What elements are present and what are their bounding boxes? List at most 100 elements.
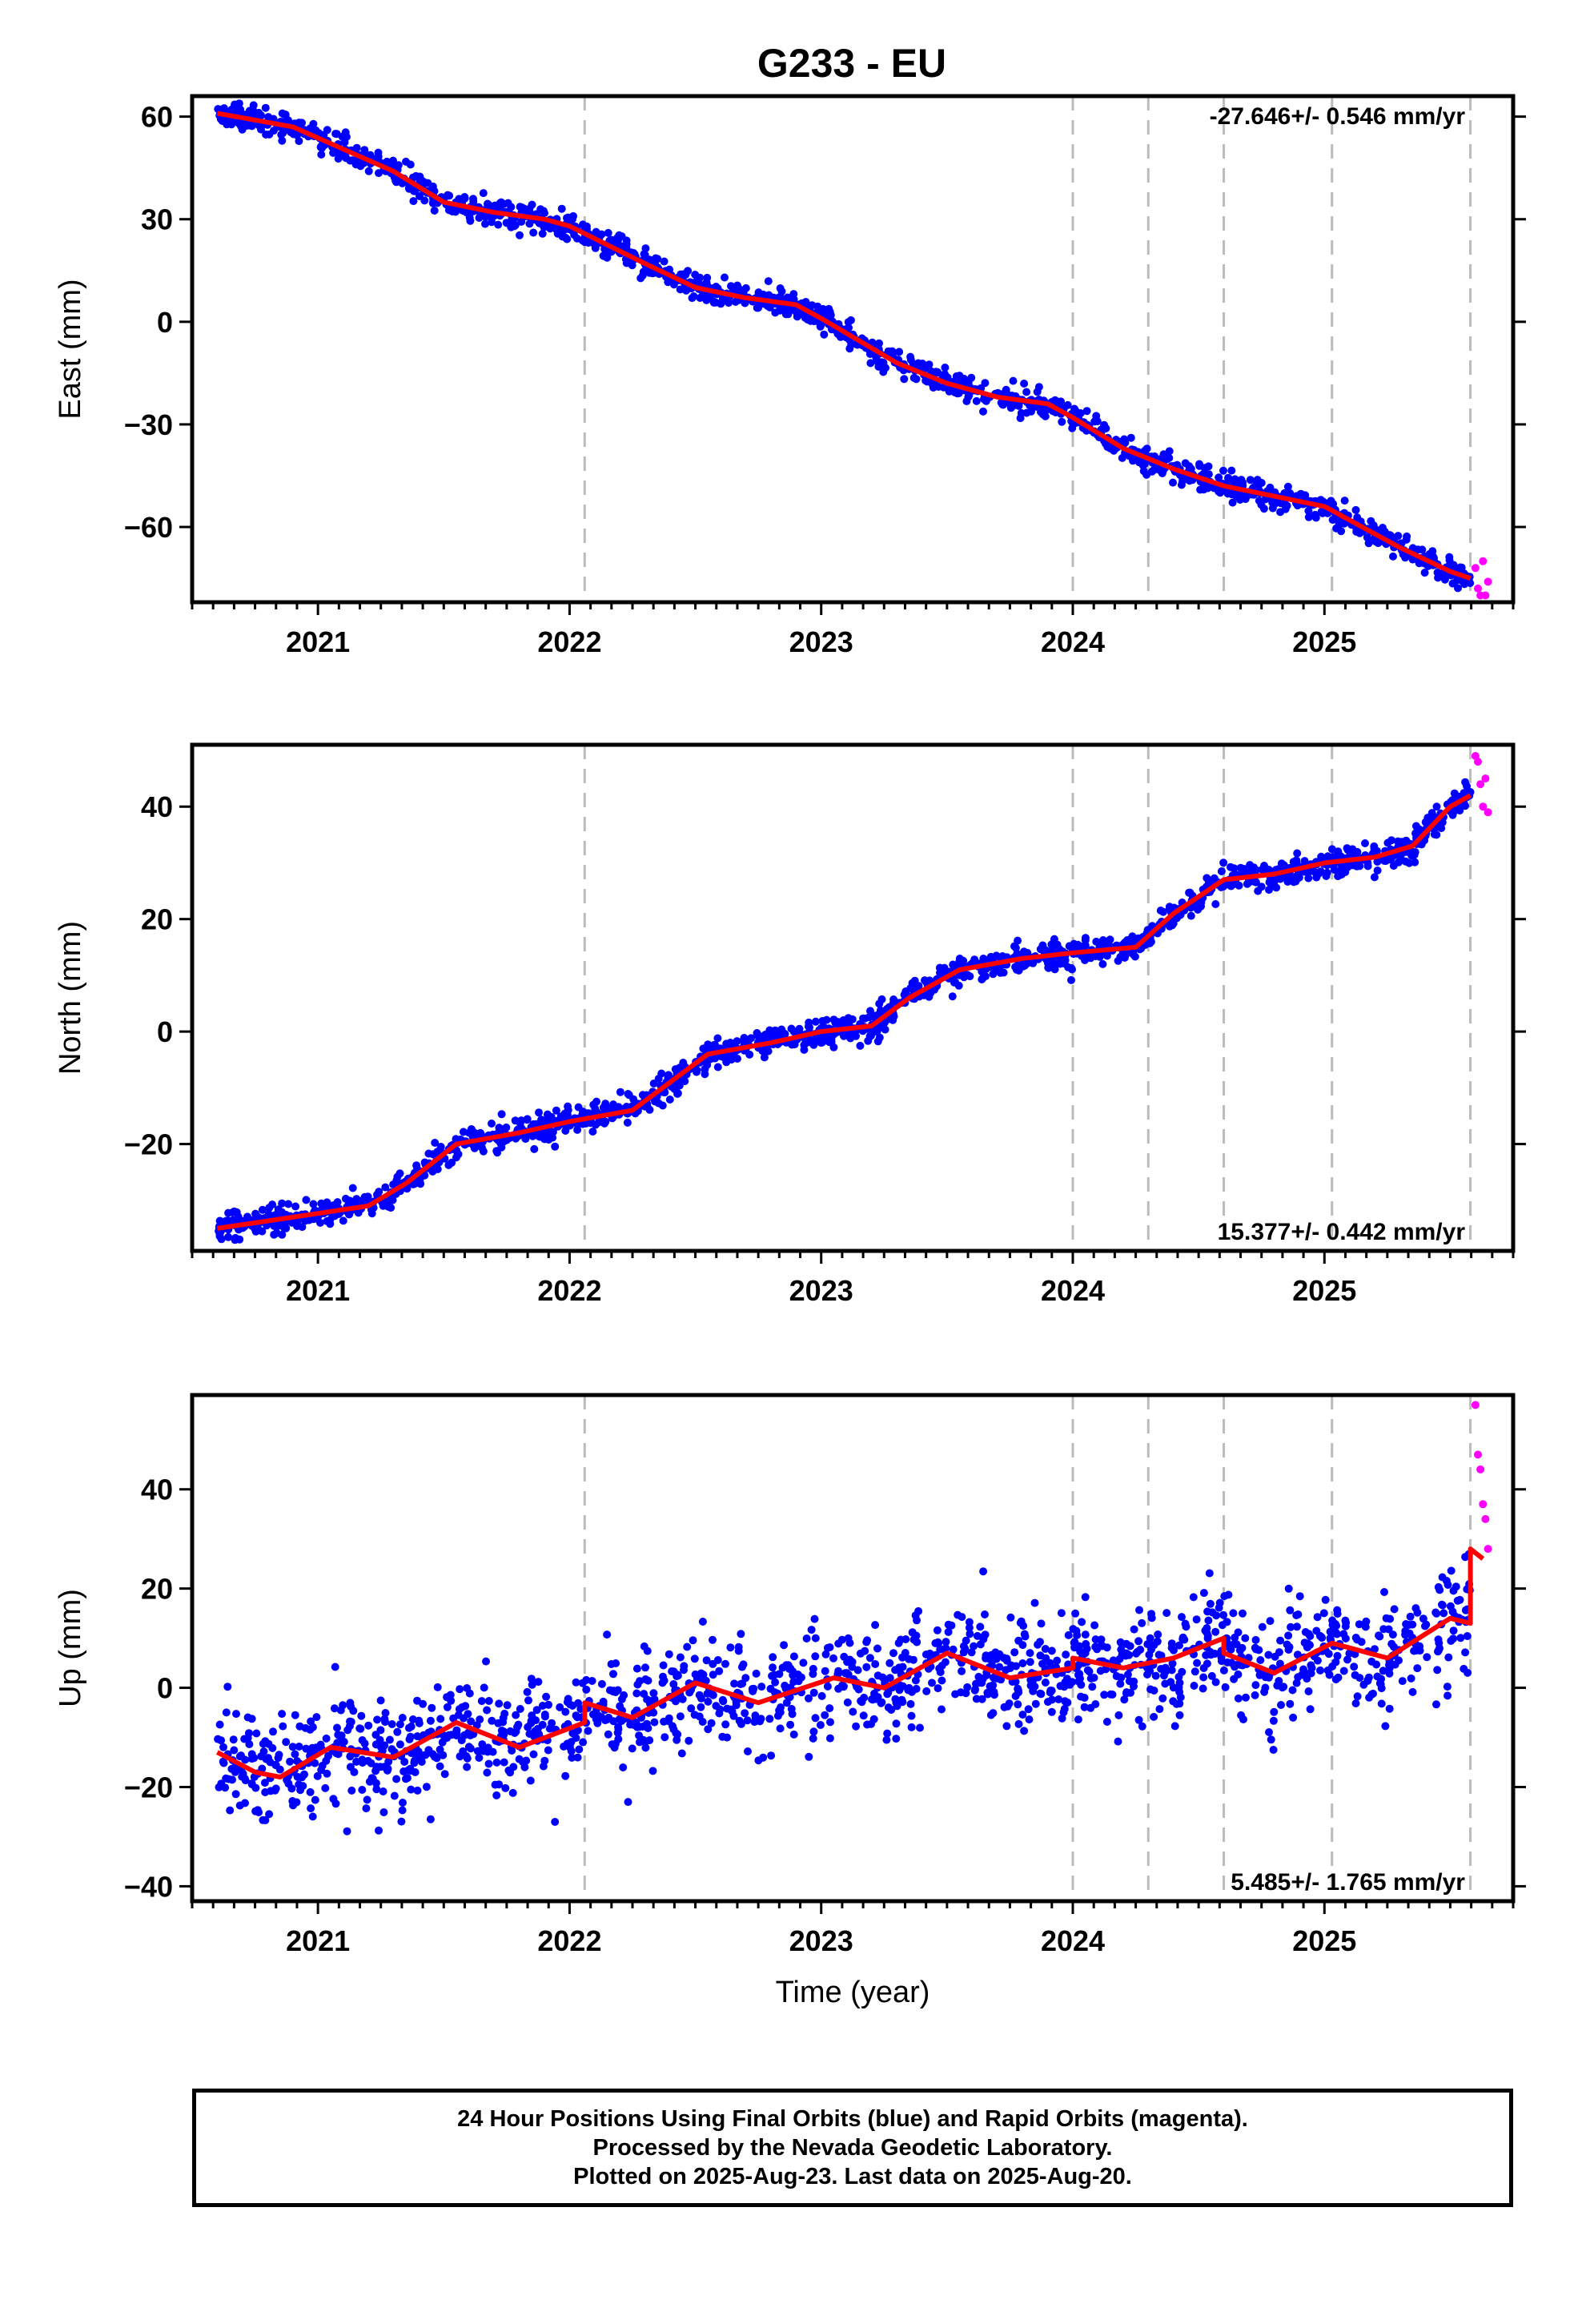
data-point-rapid [1481,591,1490,600]
data-point-final [516,231,524,239]
data-point-final [1150,1712,1158,1721]
data-point-final [1014,1686,1022,1695]
data-point-final [610,1743,619,1752]
data-point-final [1126,1642,1134,1651]
data-point-final [232,1710,240,1719]
data-point-final [1211,1678,1220,1687]
data-point-final [863,1636,872,1645]
data-point-final [988,1661,997,1670]
data-point-final [754,1756,763,1765]
data-point-final [1014,1719,1023,1728]
data-point-final [849,1707,857,1716]
trend-line [216,793,1472,1231]
data-point-final [1100,420,1109,429]
y-tick-label: 60 [141,101,173,134]
data-point-final [1018,1659,1027,1667]
data-point-final [1375,1632,1384,1641]
data-point-final [771,1026,780,1035]
data-point-final [265,1810,274,1819]
data-point-final [741,1709,749,1718]
data-point-final [938,372,947,380]
data-point-final [1175,1641,1183,1650]
data-point-final [1234,1694,1243,1703]
data-point-final [702,1656,711,1665]
data-point-final [333,1739,342,1747]
data-point-final [512,1727,520,1736]
data-point-final [1383,838,1392,847]
data-point-final [326,1220,335,1228]
data-point-final [404,1723,413,1732]
data-point-final [1464,1668,1472,1677]
data-point-final [963,1683,972,1691]
data-point-final [676,1653,685,1662]
data-point-final [258,1764,267,1773]
data-point-final [1421,1622,1429,1630]
data-point-final [452,207,460,216]
data-point-final [721,1659,729,1668]
data-point-final [358,1755,367,1764]
data-point-final [222,1708,231,1717]
data-point-final [970,1642,978,1651]
data-point-final [538,1720,547,1729]
data-point-final [1175,1711,1184,1719]
data-point-final [952,372,961,380]
data-point-final [882,1735,891,1744]
data-point-final [665,265,674,274]
data-point-final [1009,376,1018,385]
data-point-final [542,1692,551,1701]
data-point-final [1058,1714,1066,1723]
data-point-final [978,1679,986,1687]
data-point-final [477,1697,486,1706]
data-point-final [1178,1633,1187,1642]
data-point-final [509,1763,518,1771]
data-point-final [895,348,904,356]
data-point-final [1299,1665,1307,1674]
data-point-final [403,1774,412,1783]
data-point-final [1246,476,1255,485]
data-point-final [1268,498,1277,507]
data-point-final [1433,1666,1442,1675]
x-axis-label: Time (year) [776,1976,930,2009]
data-point-final [673,1089,682,1098]
data-point-final [540,1711,549,1719]
data-point-final [1189,1593,1198,1602]
data-point-final [309,1200,318,1208]
data-point-final [241,1799,249,1807]
data-point-final [563,1698,572,1707]
data-point-final [399,1799,407,1807]
data-point-final [805,1752,813,1761]
data-point-final [339,1701,347,1710]
data-point-final [698,1618,707,1626]
data-point-final [1370,873,1379,882]
data-point-final [452,1726,461,1735]
data-point-final [362,1804,371,1813]
data-point-final [1047,1687,1056,1695]
data-point-final [1167,1666,1176,1675]
data-point-final [397,1817,406,1826]
data-point-final [235,99,243,108]
data-point-final [1093,1645,1102,1654]
data-point-final [387,1720,396,1728]
data-point-final [1139,467,1148,476]
data-point-final [500,1758,508,1767]
data-point-final [1074,1715,1082,1724]
data-point-final [1449,1634,1458,1643]
data-point-final [1077,1692,1085,1701]
data-point-final [500,1709,509,1718]
data-point-final [462,208,471,217]
data-point-final [713,1063,722,1072]
data-point-final [1085,1667,1094,1676]
data-point-final [751,1711,760,1720]
data-point-final [330,1704,339,1713]
data-point-final [1313,1613,1322,1622]
data-point-final [767,1751,776,1760]
data-point-final [1307,1663,1316,1672]
data-point-final [534,1678,543,1687]
data-point-final [1215,1598,1224,1607]
data-point-final [800,1045,809,1054]
data-point-final [1153,1637,1162,1646]
data-point-final [1447,1566,1456,1575]
data-point-final [291,1202,300,1211]
data-point-final [789,1027,798,1036]
data-point-final [1100,1691,1109,1699]
